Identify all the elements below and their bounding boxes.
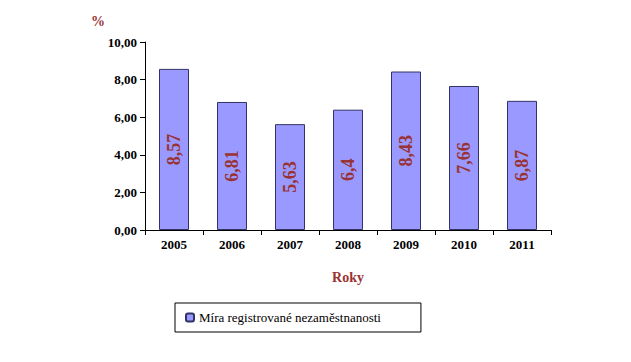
svg-text:0,00: 0,00 xyxy=(114,223,137,238)
svg-text:8,57: 8,57 xyxy=(164,134,184,166)
svg-text:2007: 2007 xyxy=(277,237,304,252)
svg-text:5,63: 5,63 xyxy=(280,161,300,193)
svg-text:10,00: 10,00 xyxy=(108,35,137,50)
svg-text:6,81: 6,81 xyxy=(222,150,242,182)
svg-text:6,87: 6,87 xyxy=(512,150,532,182)
svg-text:4,00: 4,00 xyxy=(114,147,137,162)
svg-text:2009: 2009 xyxy=(393,237,420,252)
svg-text:%: % xyxy=(91,14,105,29)
svg-text:6,4: 6,4 xyxy=(338,159,358,182)
svg-text:2006: 2006 xyxy=(219,237,246,252)
svg-text:2005: 2005 xyxy=(161,237,188,252)
svg-text:Míra registrované nezaměstnano: Míra registrované nezaměstnanosti xyxy=(199,310,381,325)
svg-text:2011: 2011 xyxy=(509,237,534,252)
svg-text:2,00: 2,00 xyxy=(114,185,137,200)
svg-text:8,43: 8,43 xyxy=(396,135,416,167)
svg-text:8,00: 8,00 xyxy=(114,72,137,87)
svg-text:2010: 2010 xyxy=(451,237,477,252)
svg-text:6,00: 6,00 xyxy=(114,110,137,125)
svg-text:2008: 2008 xyxy=(335,237,362,252)
svg-text:7,66: 7,66 xyxy=(454,142,474,174)
svg-text:Roky: Roky xyxy=(332,270,364,285)
